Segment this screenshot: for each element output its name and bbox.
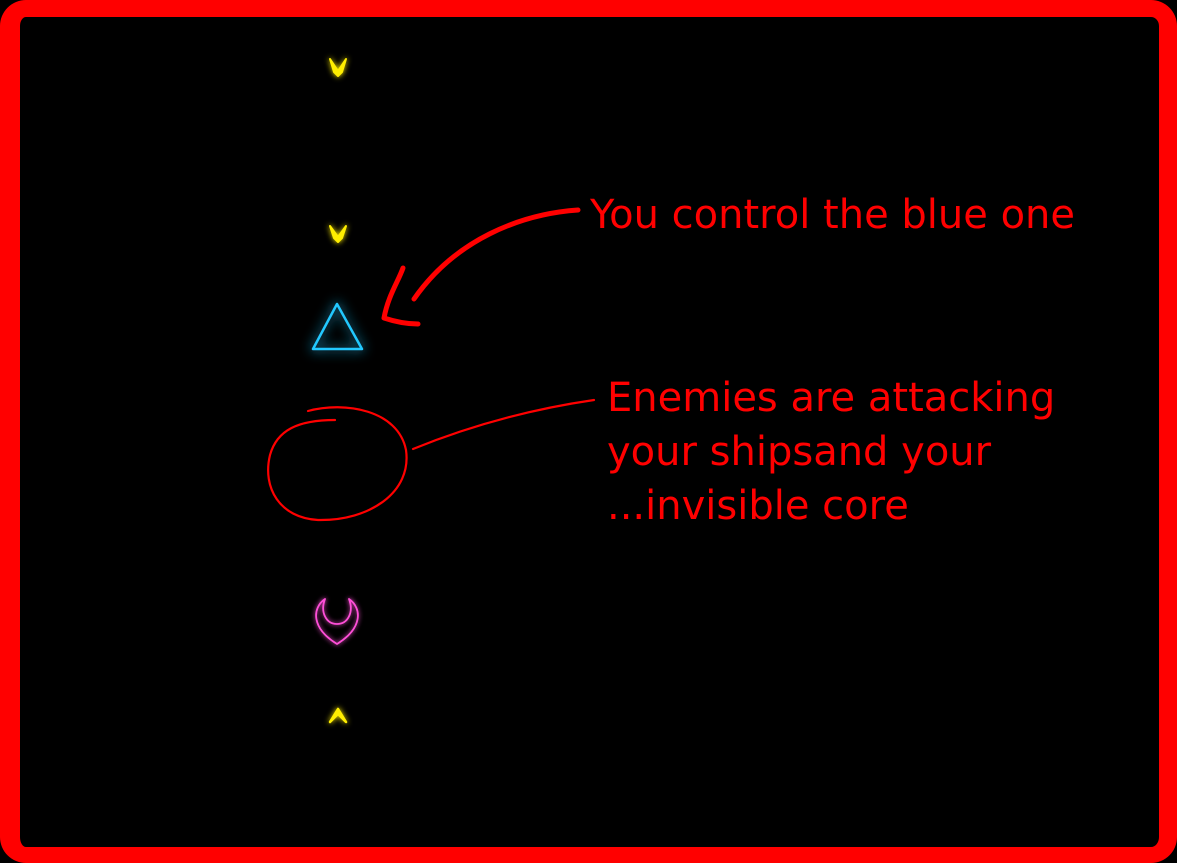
- enemy-ship-top: [329, 58, 347, 77]
- player-hint-arrow: [381, 207, 581, 327]
- enemy-hint-line-2: your shipsand your: [607, 429, 992, 475]
- enemy-hint-line-1: Enemies are attacking: [607, 375, 1056, 421]
- enemy-hint-line-3: ...invisible core: [607, 483, 909, 529]
- player-triangle-icon: [311, 302, 364, 351]
- enemy-hint-label: Enemies are attacking your shipsand your…: [607, 371, 1055, 533]
- player-ship[interactable]: [311, 302, 364, 351]
- ally-heart-ship-icon: [315, 598, 359, 645]
- ally-ship: [315, 598, 359, 645]
- player-hint-label: You control the blue one: [590, 192, 1075, 238]
- core-hint-circle: [267, 398, 596, 522]
- enemy-chevron-icon: [329, 58, 347, 77]
- enemy-chevron-icon: [329, 225, 347, 243]
- enemy-ship-middle: [329, 225, 347, 243]
- enemy-chevron-icon: [328, 707, 348, 724]
- enemy-ship-bottom: [328, 707, 348, 724]
